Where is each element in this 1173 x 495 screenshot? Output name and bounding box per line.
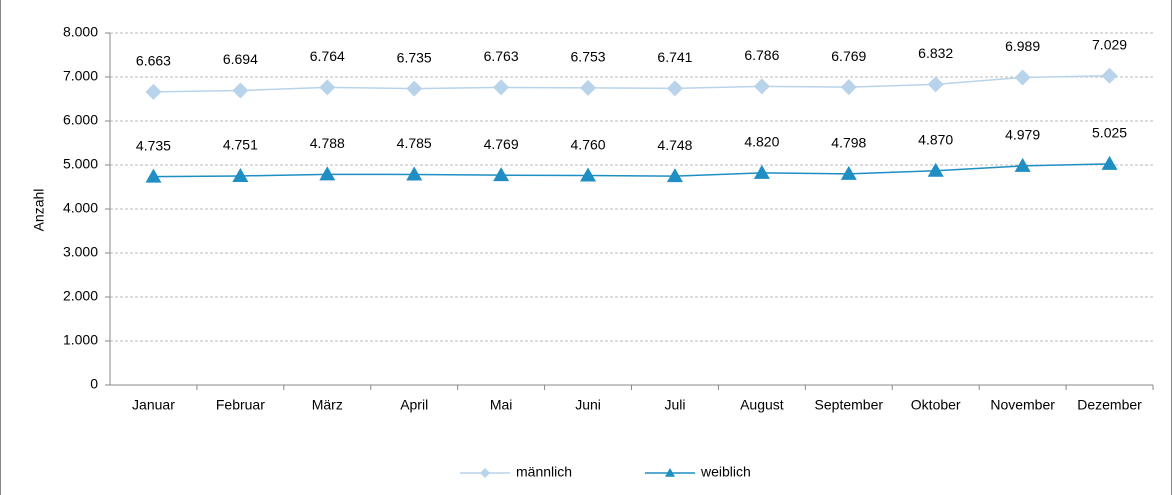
x-tick-label: Oktober [911, 397, 961, 413]
y-tick-label: 7.000 [63, 68, 98, 84]
x-tick-label: Mai [490, 397, 513, 413]
series-line [153, 74, 1110, 93]
y-tick-label: 2.000 [63, 288, 98, 304]
data-label: 4.788 [310, 135, 345, 151]
marker [840, 165, 857, 180]
marker [232, 167, 249, 182]
data-label: 6.786 [744, 47, 779, 63]
marker [480, 468, 490, 478]
data-label: 7.029 [1092, 36, 1127, 52]
marker [666, 168, 683, 183]
legend-label: männlich [516, 464, 572, 480]
marker [1014, 69, 1031, 86]
data-label: 4.785 [397, 135, 432, 151]
data-label: 5.025 [1092, 125, 1127, 141]
marker [840, 79, 857, 96]
legend-label: weiblich [700, 464, 751, 480]
x-tick-label: August [740, 397, 784, 413]
data-label: 6.764 [310, 48, 345, 64]
x-tick-label: September [815, 397, 884, 413]
marker [406, 166, 423, 181]
x-tick-label: März [312, 397, 343, 413]
marker [927, 162, 944, 177]
data-label: 6.763 [484, 48, 519, 64]
marker [145, 83, 162, 100]
data-label: 6.735 [397, 49, 432, 65]
series-line [153, 163, 1110, 178]
marker [1101, 155, 1118, 170]
marker [1101, 67, 1118, 84]
marker [580, 79, 597, 96]
y-tick-label: 1.000 [63, 332, 98, 348]
data-label: 4.820 [744, 134, 779, 150]
marker [753, 164, 770, 179]
x-tick-label: April [400, 397, 428, 413]
x-tick-label: Juni [575, 397, 601, 413]
data-label: 4.870 [918, 131, 953, 147]
marker [493, 79, 510, 96]
marker [493, 167, 510, 182]
data-label: 4.735 [136, 137, 171, 153]
marker [319, 166, 336, 181]
x-tick-label: Februar [216, 397, 265, 413]
x-tick-label: Juli [664, 397, 685, 413]
data-label: 4.769 [484, 136, 519, 152]
marker [666, 80, 683, 97]
x-tick-label: November [990, 397, 1055, 413]
y-axis-title: Anzahl [31, 189, 47, 232]
data-label: 6.989 [1005, 38, 1040, 54]
data-label: 6.769 [831, 48, 866, 64]
y-tick-label: 8.000 [63, 24, 98, 40]
data-label: 6.832 [918, 45, 953, 61]
data-label: 4.798 [831, 135, 866, 151]
data-label: 4.748 [657, 137, 692, 153]
x-tick-label: Januar [132, 397, 175, 413]
marker [319, 79, 336, 96]
marker [1014, 157, 1031, 172]
data-label: 6.663 [136, 53, 171, 69]
data-label: 6.741 [657, 49, 692, 65]
y-tick-label: 5.000 [63, 156, 98, 172]
marker [753, 78, 770, 95]
data-label: 6.694 [223, 51, 258, 67]
data-label: 6.753 [571, 49, 606, 65]
marker [927, 76, 944, 93]
y-tick-label: 6.000 [63, 112, 98, 128]
marker [580, 167, 597, 182]
marker [665, 468, 675, 477]
y-tick-label: 3.000 [63, 244, 98, 260]
marker [145, 168, 162, 183]
data-label: 4.751 [223, 137, 258, 153]
x-tick-label: Dezember [1077, 397, 1142, 413]
marker [406, 80, 423, 97]
y-tick-label: 0 [90, 376, 98, 392]
data-label: 4.979 [1005, 127, 1040, 143]
data-label: 4.760 [571, 136, 606, 152]
marker [232, 82, 249, 99]
y-tick-label: 4.000 [63, 200, 98, 216]
